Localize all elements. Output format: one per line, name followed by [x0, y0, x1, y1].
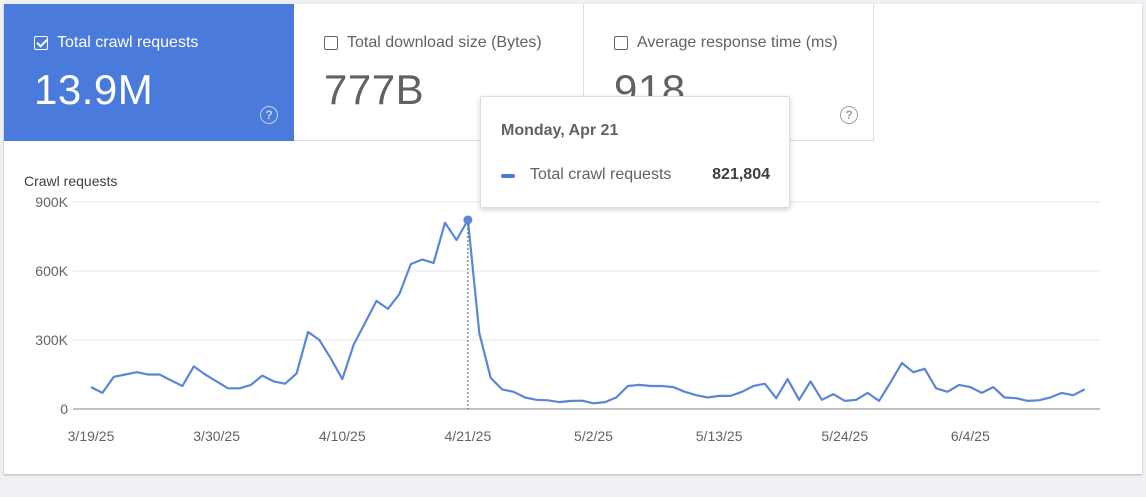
crawl-stats-card: Total crawl requests 13.9M ? Total downl…: [4, 4, 1142, 474]
x-tick-label: 4/10/25: [319, 428, 366, 444]
metric-value: 13.9M: [34, 66, 154, 113]
chart-tooltip: Monday, Apr 21 Total crawl requests 821,…: [480, 96, 790, 208]
y-tick-label: 300K: [35, 332, 68, 348]
help-icon[interactable]: ?: [260, 106, 278, 124]
checkbox-checked-icon[interactable]: [34, 36, 48, 50]
tooltip-value: 821,804: [712, 166, 770, 183]
help-icon[interactable]: ?: [840, 106, 858, 124]
metric-total-download-size[interactable]: Total download size (Bytes) 777B ?: [294, 4, 584, 141]
x-tick-label: 3/19/25: [68, 428, 115, 444]
chart-title: Crawl requests: [24, 173, 118, 189]
metric-label: Average response time (ms): [637, 34, 838, 51]
highlight-point: [463, 215, 473, 225]
x-tick-label: 5/24/25: [821, 428, 868, 444]
x-tick-label: 4/21/25: [445, 428, 492, 444]
y-tick-label: 0: [60, 401, 68, 417]
tooltip-series-swatch: [501, 174, 515, 178]
x-tick-label: 6/4/25: [951, 428, 990, 444]
checkbox-icon[interactable]: [614, 36, 628, 50]
checkbox-icon[interactable]: [324, 36, 338, 50]
x-tick-label: 5/2/25: [574, 428, 613, 444]
y-tick-label: 600K: [35, 263, 68, 279]
crawl-requests-chart[interactable]: 0 300K 600K 900K 3/19/25 3/30/25 4/10/25 4/21/2…: [4, 4, 1142, 474]
x-tick-label: 3/30/25: [193, 428, 240, 444]
metric-label: Total download size (Bytes): [347, 34, 542, 51]
tooltip-series-name: Total crawl requests: [530, 166, 672, 183]
series-line-total-crawl-requests: [90, 218, 1086, 405]
x-tick-label: 5/13/25: [696, 428, 743, 444]
metric-label: Total crawl requests: [57, 34, 199, 51]
y-tick-label: 900K: [35, 194, 68, 210]
metric-value: 777B: [324, 66, 425, 113]
tooltip-date: Monday, Apr 21: [501, 122, 619, 139]
metric-total-crawl-requests[interactable]: Total crawl requests 13.9M ?: [4, 4, 294, 141]
